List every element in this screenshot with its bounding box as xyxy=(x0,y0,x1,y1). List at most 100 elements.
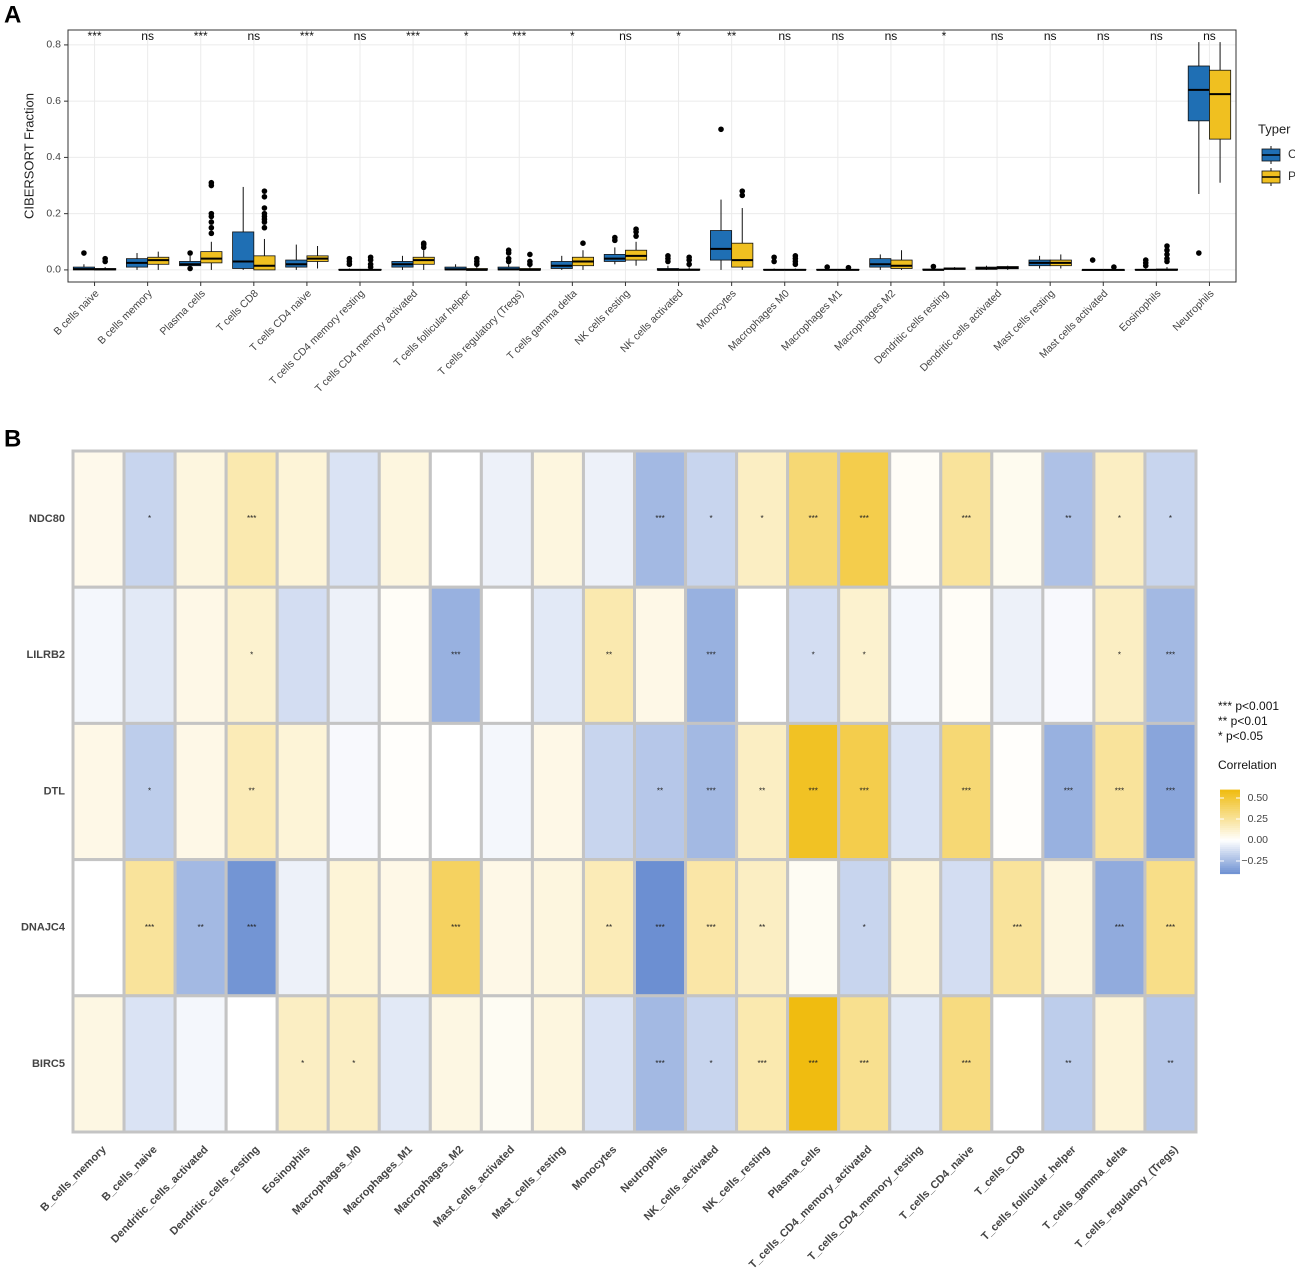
box xyxy=(253,255,276,271)
y-tick-label: 0.2 xyxy=(46,207,61,219)
significance-label: ns xyxy=(885,29,898,43)
heatmap-cell xyxy=(581,994,636,1134)
colorbar-segment xyxy=(1220,827,1240,830)
significance-label: *** xyxy=(860,514,869,523)
box xyxy=(232,231,255,269)
heatmap-cell xyxy=(326,994,381,1134)
significance-label: *** xyxy=(247,923,256,932)
colorbar-segment xyxy=(1220,806,1240,809)
heatmap-cell xyxy=(326,585,381,725)
heatmap-cell xyxy=(173,449,228,589)
row-label: LILRB2 xyxy=(27,649,66,661)
heatmap-cell xyxy=(786,449,841,589)
heatmap-cell xyxy=(173,585,228,725)
outlier xyxy=(505,250,512,256)
heatmap-cell xyxy=(326,721,381,862)
heatmap-cell xyxy=(939,858,994,998)
significance-label: ns xyxy=(831,29,844,43)
outlier xyxy=(1164,251,1170,258)
legend-label: C xyxy=(1288,147,1295,161)
row-label: NDC80 xyxy=(29,513,65,525)
heatmap-cell xyxy=(837,994,892,1134)
heatmap-cell xyxy=(71,721,126,862)
row-label: DNAJC4 xyxy=(21,922,66,934)
plot-border xyxy=(67,29,1237,283)
colorbar-segment xyxy=(1220,858,1240,862)
column-label: T_cells_gamma_delta xyxy=(1041,1143,1131,1233)
outlier xyxy=(612,237,618,244)
significance-label: *** xyxy=(808,514,817,523)
x-tick-label: Monocytes xyxy=(694,288,738,332)
outlier xyxy=(686,257,692,263)
significance-label: *** xyxy=(451,923,460,932)
significance-label: ns xyxy=(1203,29,1216,43)
heatmap-cell xyxy=(735,721,790,862)
significance-label: * xyxy=(710,1059,713,1068)
significance-label: * xyxy=(761,514,764,523)
column-label: Dendritic_cells_resting xyxy=(168,1144,262,1238)
outlier xyxy=(81,250,87,256)
heatmap-cell xyxy=(428,858,483,998)
significance-label: * xyxy=(710,514,713,523)
colorbar-tick-label: 0.50 xyxy=(1248,792,1269,804)
outlier xyxy=(187,265,193,272)
colorbar-segment xyxy=(1220,865,1240,868)
heatmap-cell xyxy=(888,449,943,589)
heatmap-cell xyxy=(530,858,585,998)
outlier xyxy=(420,244,427,251)
significance-label: *** xyxy=(860,1059,869,1068)
significance-label: ns xyxy=(247,29,260,43)
heatmap-cell xyxy=(1041,449,1096,589)
outlier xyxy=(930,263,937,270)
significance-label: ns xyxy=(141,29,154,43)
heatmap-cell xyxy=(530,721,585,862)
outlier xyxy=(261,219,268,225)
heatmap-cell xyxy=(633,585,688,725)
heatmap-cell xyxy=(173,858,228,998)
heatmap-cell xyxy=(275,858,330,998)
heatmap-cell xyxy=(479,585,534,725)
row-label: BIRC5 xyxy=(32,1058,65,1070)
significance-label: ns xyxy=(1097,29,1110,43)
heatmap-cell xyxy=(377,994,432,1134)
significance-label: *** xyxy=(655,1059,664,1068)
significance-label: * xyxy=(148,787,151,796)
column-label: Eosinophils xyxy=(260,1144,313,1197)
colorbar-segment xyxy=(1220,821,1240,824)
heatmap-cell xyxy=(377,858,432,998)
heatmap-cell xyxy=(530,994,585,1134)
significance-label: *** xyxy=(1166,787,1175,796)
colorbar-segment xyxy=(1220,861,1240,864)
heatmap-cell xyxy=(173,721,228,862)
colorbar-tick-label: −0.25 xyxy=(1241,855,1268,867)
heatmap-cell xyxy=(684,585,739,725)
significance-label: *** xyxy=(706,787,715,796)
outlier xyxy=(633,229,639,235)
x-tick-label: B cells memory xyxy=(95,287,155,347)
panel-letter: A xyxy=(4,1,21,28)
significance-label: ns xyxy=(619,29,632,43)
significance-label: * xyxy=(352,1059,355,1068)
row-label: DTL xyxy=(44,785,66,797)
x-tick-label: Neutrophils xyxy=(1170,288,1216,334)
heatmap-cell xyxy=(479,858,534,998)
outlier xyxy=(527,261,533,268)
column-label: T_cells_follicular_helper xyxy=(979,1143,1079,1243)
significance-label: ns xyxy=(354,29,367,43)
box xyxy=(1187,65,1210,122)
heatmap-cell xyxy=(71,994,126,1134)
significance-label: *** xyxy=(1166,650,1175,659)
significance-label: * xyxy=(464,29,469,43)
significance-label: *** xyxy=(808,787,817,796)
outlier xyxy=(580,240,586,246)
heatmap-cell xyxy=(71,585,126,725)
heatmap-cell xyxy=(684,994,739,1134)
colorbar-segment xyxy=(1220,840,1240,843)
heatmap-cell xyxy=(71,858,126,998)
significance-label: *** xyxy=(194,29,208,43)
significance-label: *** xyxy=(962,787,971,796)
outlier xyxy=(739,192,746,199)
colorbar-segment xyxy=(1220,814,1240,818)
significance-label: *** xyxy=(88,29,102,43)
box xyxy=(200,251,223,264)
